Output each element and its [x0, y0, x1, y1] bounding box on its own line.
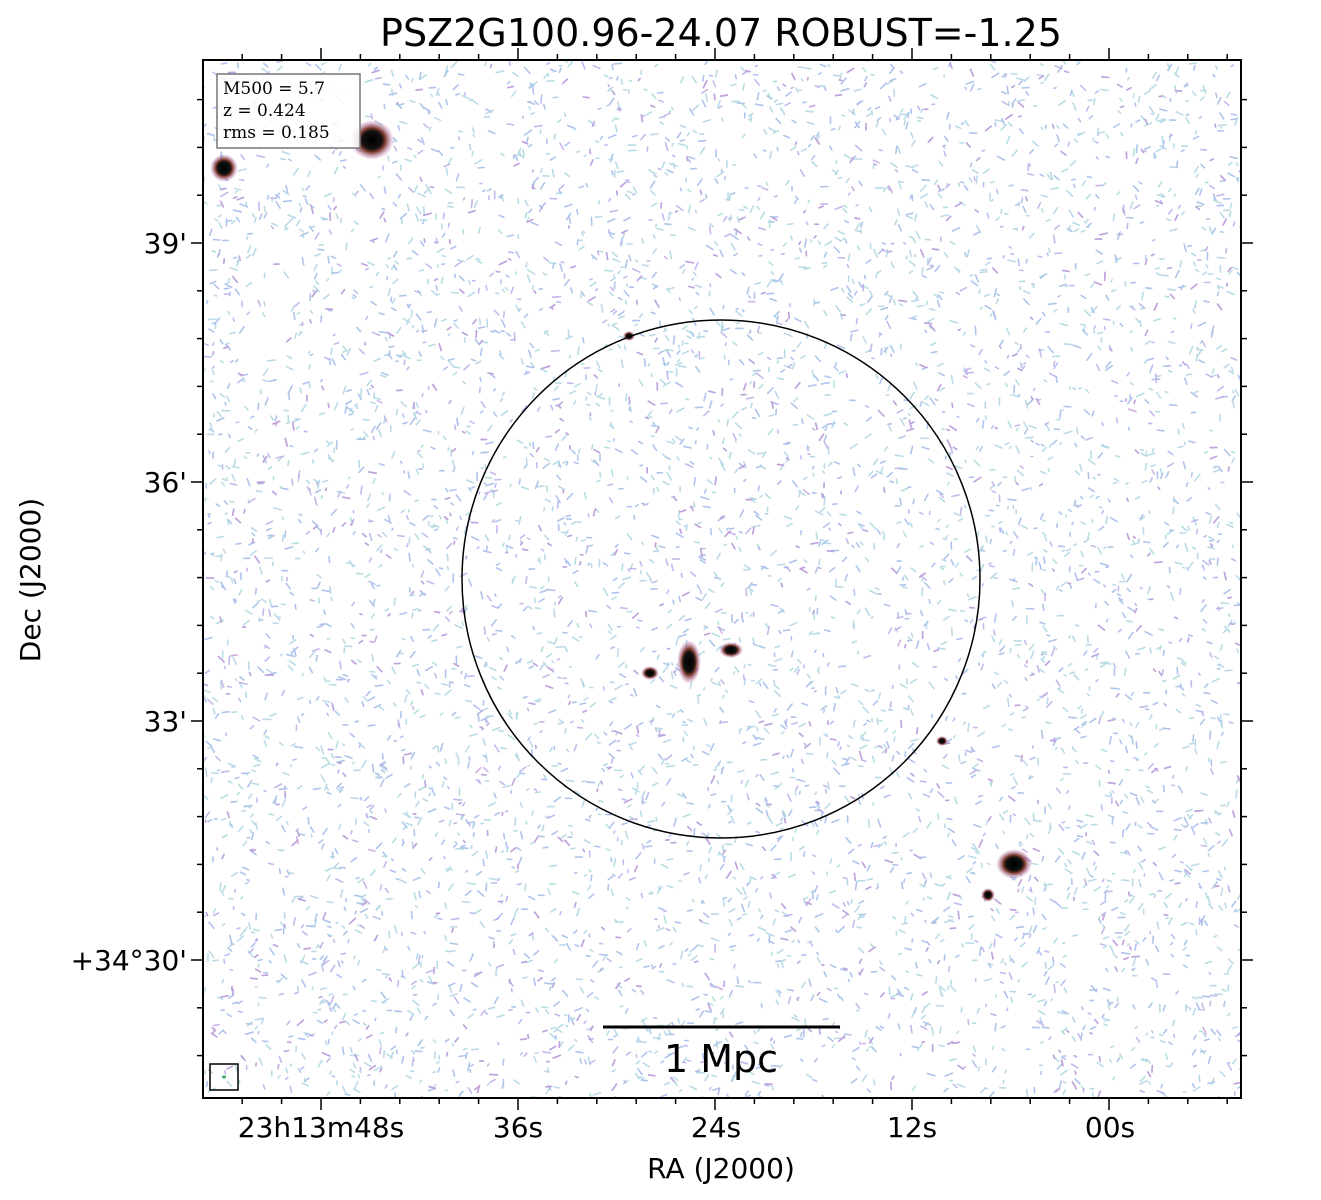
plot-frame: [202, 59, 1242, 1099]
x-tick-label: 23h13m48s: [238, 1111, 405, 1144]
title: PSZ2G100.96-24.07 ROBUST=-1.25: [380, 11, 1062, 55]
sources: [210, 120, 1032, 902]
source: [350, 120, 394, 160]
source: [210, 154, 238, 182]
y-tick-label: +34°30': [71, 944, 187, 977]
image-background: [203, 60, 1241, 1098]
source: [719, 642, 743, 658]
y-tick-label: 33': [144, 705, 187, 738]
noise-map: [203, 60, 1241, 1098]
source: [981, 888, 995, 902]
info-line: rms = 0.185: [223, 123, 330, 143]
info-box: [216, 73, 361, 149]
beam-box: [209, 1063, 239, 1091]
info-line: z = 0.424: [223, 101, 306, 121]
ticks: [191, 48, 1253, 1110]
x-axis-label: RA (J2000): [647, 1152, 795, 1185]
y-tick-label: 39': [144, 227, 187, 260]
x-tick-label: 12s: [887, 1111, 937, 1144]
r500-circle: [461, 319, 981, 839]
source: [936, 736, 948, 746]
x-tick-label: 24s: [691, 1111, 741, 1144]
y-tick-label: 36': [144, 466, 187, 499]
x-tick-label: 00s: [1085, 1111, 1135, 1144]
scale-bar-label: 1 Mpc: [664, 1037, 778, 1081]
noise-streaks: [203, 62, 1241, 1098]
source: [641, 666, 659, 680]
info-line: M500 = 5.7: [223, 79, 325, 99]
source: [996, 849, 1032, 879]
y-axis-label: Dec (J2000): [14, 498, 47, 662]
x-tick-label: 36s: [493, 1111, 543, 1144]
beam: [222, 1075, 226, 1079]
source: [677, 640, 701, 684]
